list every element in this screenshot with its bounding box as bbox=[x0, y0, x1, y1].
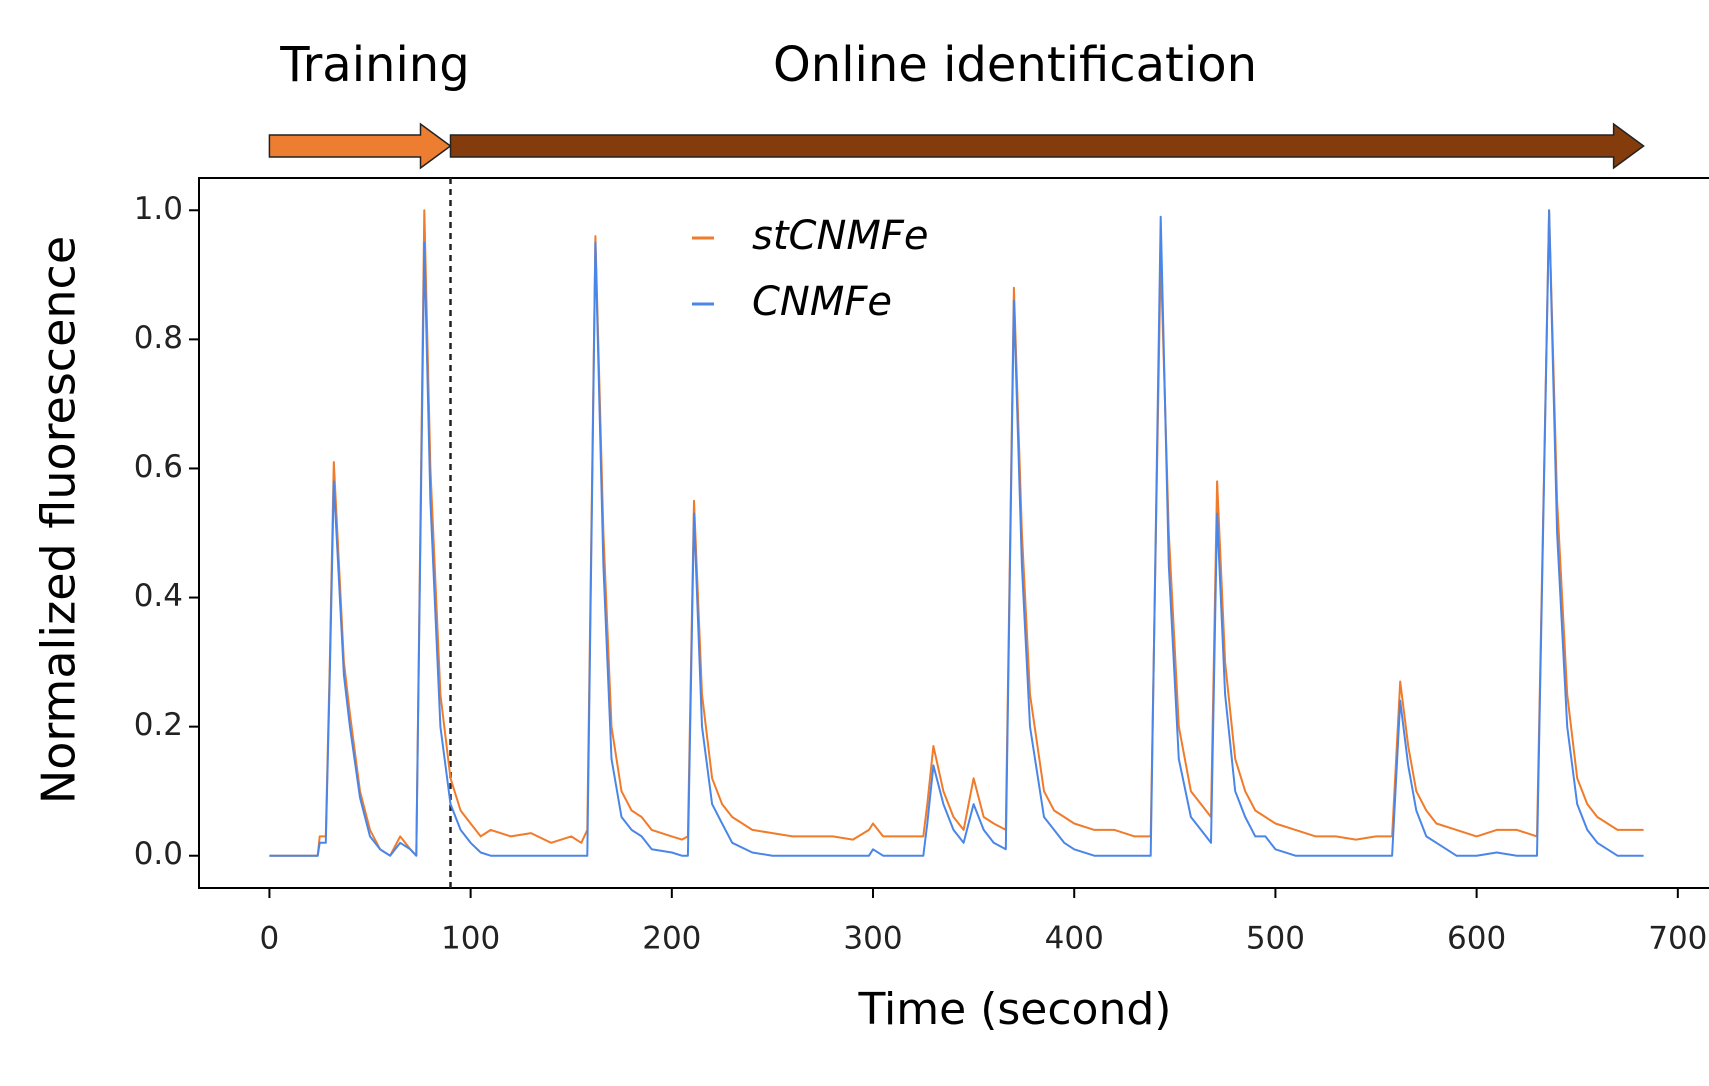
legend-label: stCNMFe bbox=[752, 213, 929, 259]
x-tick-label: 400 bbox=[1045, 921, 1104, 957]
training-arrow bbox=[268, 122, 452, 170]
x-tick-label: 100 bbox=[441, 921, 500, 957]
y-axis-label: Normalized fluorescence bbox=[32, 236, 86, 804]
y-tick-label: 0.4 bbox=[134, 578, 183, 614]
x-tick-label: 300 bbox=[843, 921, 902, 957]
annotation: Online identification bbox=[773, 37, 1257, 93]
y-tick-label: 0.6 bbox=[134, 449, 183, 485]
x-tick-label: 0 bbox=[260, 921, 280, 957]
series-line bbox=[269, 209, 1644, 857]
x-tick-label: 500 bbox=[1246, 921, 1305, 957]
x-tick-label: 700 bbox=[1648, 921, 1707, 957]
annotation: Training bbox=[279, 37, 469, 93]
plot-frame bbox=[198, 177, 1709, 889]
legend-label: CNMFe bbox=[752, 279, 892, 325]
x-axis-label: Time (second) bbox=[858, 984, 1172, 1035]
x-tick-label: 600 bbox=[1447, 921, 1506, 957]
y-tick-label: 0.2 bbox=[134, 707, 183, 743]
series-line bbox=[269, 209, 1644, 857]
x-tick-label: 200 bbox=[642, 921, 701, 957]
y-tick-label: 1.0 bbox=[134, 191, 183, 227]
y-tick-label: 0.0 bbox=[134, 836, 183, 872]
y-tick-label: 0.8 bbox=[134, 320, 183, 356]
online-arrow bbox=[449, 122, 1645, 170]
